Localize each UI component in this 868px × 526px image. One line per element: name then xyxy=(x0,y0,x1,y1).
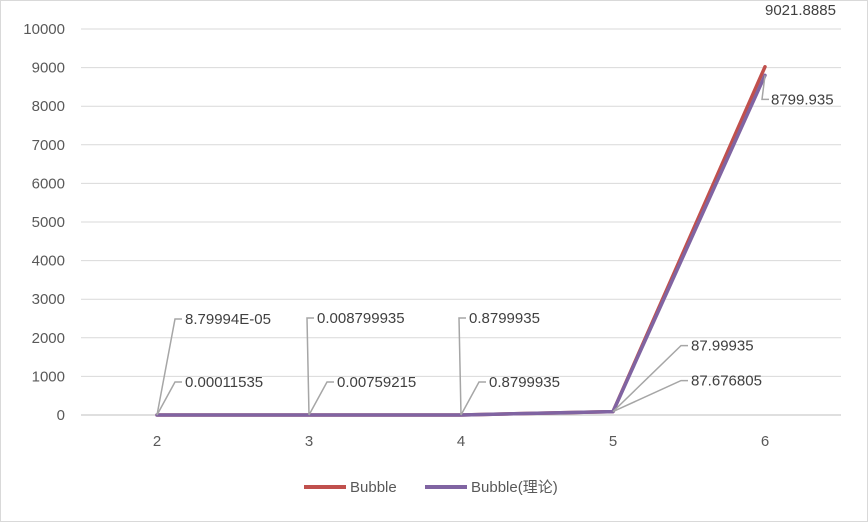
data-label: 87.676805 xyxy=(691,373,762,390)
legend-label-1: Bubble(理论) xyxy=(471,479,558,496)
y-tick-label: 6000 xyxy=(32,175,65,192)
leader-line xyxy=(460,381,486,416)
y-tick-label: 1000 xyxy=(32,368,65,385)
data-label: 8799.935 xyxy=(771,91,834,108)
data-label-leaders xyxy=(156,75,769,416)
x-tick-label: 5 xyxy=(609,433,617,450)
legend-label-0: Bubble xyxy=(350,479,397,496)
y-tick-label: 0 xyxy=(57,407,65,424)
data-labels: 0.00011535 0.00759215 0.8799935 87.676805 90… xyxy=(185,2,836,391)
legend: Bubble Bubble(理论) xyxy=(304,479,558,496)
leader-line xyxy=(156,381,182,416)
gridlines xyxy=(81,28,841,416)
data-label: 8.79994E-05 xyxy=(185,311,271,328)
y-tick-label: 4000 xyxy=(32,253,65,270)
y-tick-label: 2000 xyxy=(32,330,65,347)
leader-line xyxy=(612,379,688,413)
leader-line xyxy=(458,317,466,415)
y-tick-label: 8000 xyxy=(32,98,65,115)
data-label: 9021.8885 xyxy=(765,2,836,19)
y-tick-label: 3000 xyxy=(32,291,65,308)
x-tick-label: 6 xyxy=(761,433,769,450)
data-label: 0.00011535 xyxy=(185,374,263,391)
y-axis-ticks: 0 1000 2000 3000 4000 5000 6000 7000 8000 9000 100… xyxy=(23,21,65,424)
x-axis-ticks: 2 3 4 5 6 xyxy=(153,433,769,450)
x-tick-label: 3 xyxy=(305,433,313,450)
y-tick-label: 7000 xyxy=(32,137,65,154)
series-line-1 xyxy=(155,73,767,417)
data-label: 0.008799935 xyxy=(317,310,405,327)
x-tick-label: 4 xyxy=(457,433,465,450)
leader-line xyxy=(761,75,769,101)
leader-line xyxy=(306,317,314,416)
data-label: 87.99935 xyxy=(691,338,754,355)
leader-line xyxy=(308,381,334,416)
y-tick-label: 9000 xyxy=(32,60,65,77)
leader-line xyxy=(156,318,182,416)
data-label: 0.00759215 xyxy=(337,374,416,391)
series-line-0 xyxy=(155,65,767,417)
x-tick-label: 2 xyxy=(153,433,161,450)
leader-line xyxy=(612,344,688,413)
data-label: 0.8799935 xyxy=(469,310,540,327)
y-tick-label: 5000 xyxy=(32,214,65,231)
y-tick-label: 10000 xyxy=(23,21,65,38)
series-lines xyxy=(155,65,767,417)
data-label: 0.8799935 xyxy=(489,374,560,391)
